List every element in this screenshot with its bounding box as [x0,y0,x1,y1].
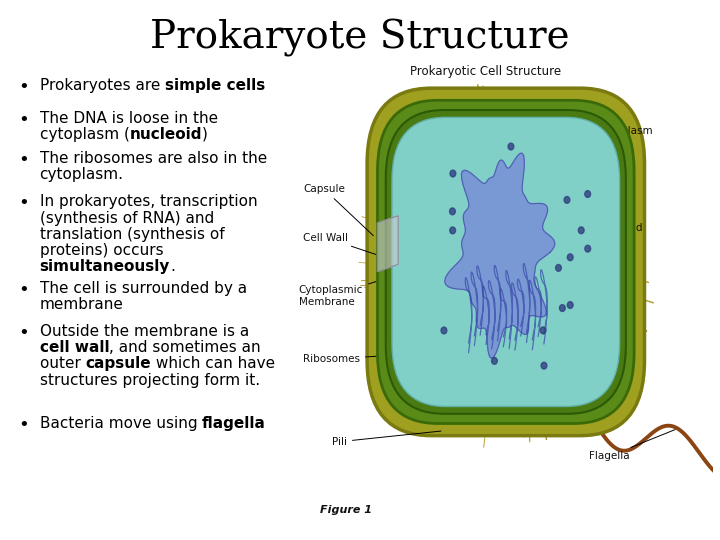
Text: Figure 1: Figure 1 [320,504,372,515]
Text: In prokaryotes, transcription: In prokaryotes, transcription [40,194,257,210]
FancyBboxPatch shape [377,100,634,423]
Text: structures projecting form it.: structures projecting form it. [40,373,260,388]
Text: simple cells: simple cells [165,78,265,93]
Text: •: • [18,194,29,212]
Text: flagella: flagella [202,416,266,431]
FancyBboxPatch shape [367,88,644,436]
Text: Cell Wall: Cell Wall [303,233,381,256]
Text: •: • [18,111,29,129]
Text: proteins) occurs: proteins) occurs [40,243,163,258]
Circle shape [578,227,584,234]
Circle shape [541,362,547,369]
Text: The ribosomes are also in the: The ribosomes are also in the [40,151,267,166]
Text: •: • [18,324,29,342]
FancyBboxPatch shape [386,110,626,414]
Text: The cell is surrounded by a: The cell is surrounded by a [40,281,247,296]
Text: cytoplasm (: cytoplasm ( [40,127,130,142]
Text: Capsule: Capsule [303,184,374,235]
Text: , and sometimes an: , and sometimes an [109,340,261,355]
FancyBboxPatch shape [392,117,620,407]
Text: nucleoid: nucleoid [130,127,202,142]
Text: Prokaryote Structure: Prokaryote Structure [150,19,570,57]
Circle shape [450,227,456,234]
Text: Cytoplasmic
Membrane: Cytoplasmic Membrane [299,278,390,307]
Text: •: • [18,151,29,169]
Text: cytoplasm.: cytoplasm. [40,167,124,183]
Text: Bacteria move using: Bacteria move using [40,416,202,431]
Circle shape [450,170,456,177]
Circle shape [508,143,514,150]
Text: Prokaryotic Cell Structure: Prokaryotic Cell Structure [410,65,561,78]
Text: (synthesis of RNA) and: (synthesis of RNA) and [40,211,214,226]
Polygon shape [445,153,554,358]
Text: Flagella: Flagella [589,430,675,461]
Text: •: • [18,281,29,299]
Circle shape [564,197,570,203]
Text: outer: outer [40,356,86,372]
Text: .: . [170,259,175,274]
Circle shape [567,302,573,308]
Text: Ribosomes: Ribosomes [303,349,482,364]
Circle shape [559,305,565,312]
Text: The DNA is loose in the: The DNA is loose in the [40,111,217,126]
Text: Cytoplasm: Cytoplasm [534,126,652,136]
Polygon shape [377,215,398,272]
Text: cell wall: cell wall [40,340,109,355]
Text: simultaneously: simultaneously [40,259,170,274]
Circle shape [556,265,562,271]
Text: ): ) [202,127,208,142]
Circle shape [585,191,590,198]
Text: capsule: capsule [86,356,151,372]
Text: •: • [18,416,29,434]
Text: membrane: membrane [40,297,123,312]
Text: Pili: Pili [332,431,441,447]
Text: which can have: which can have [151,356,275,372]
Circle shape [540,327,546,334]
Circle shape [585,245,590,252]
Circle shape [449,208,455,215]
Text: Nucleoid: Nucleoid [546,223,642,237]
Text: Outside the membrane is a: Outside the membrane is a [40,324,249,339]
Circle shape [492,357,498,364]
Text: •: • [18,78,29,96]
Circle shape [441,327,447,334]
Circle shape [567,254,573,261]
Text: Prokaryotes are: Prokaryotes are [40,78,165,93]
Text: translation (synthesis of: translation (synthesis of [40,227,224,242]
